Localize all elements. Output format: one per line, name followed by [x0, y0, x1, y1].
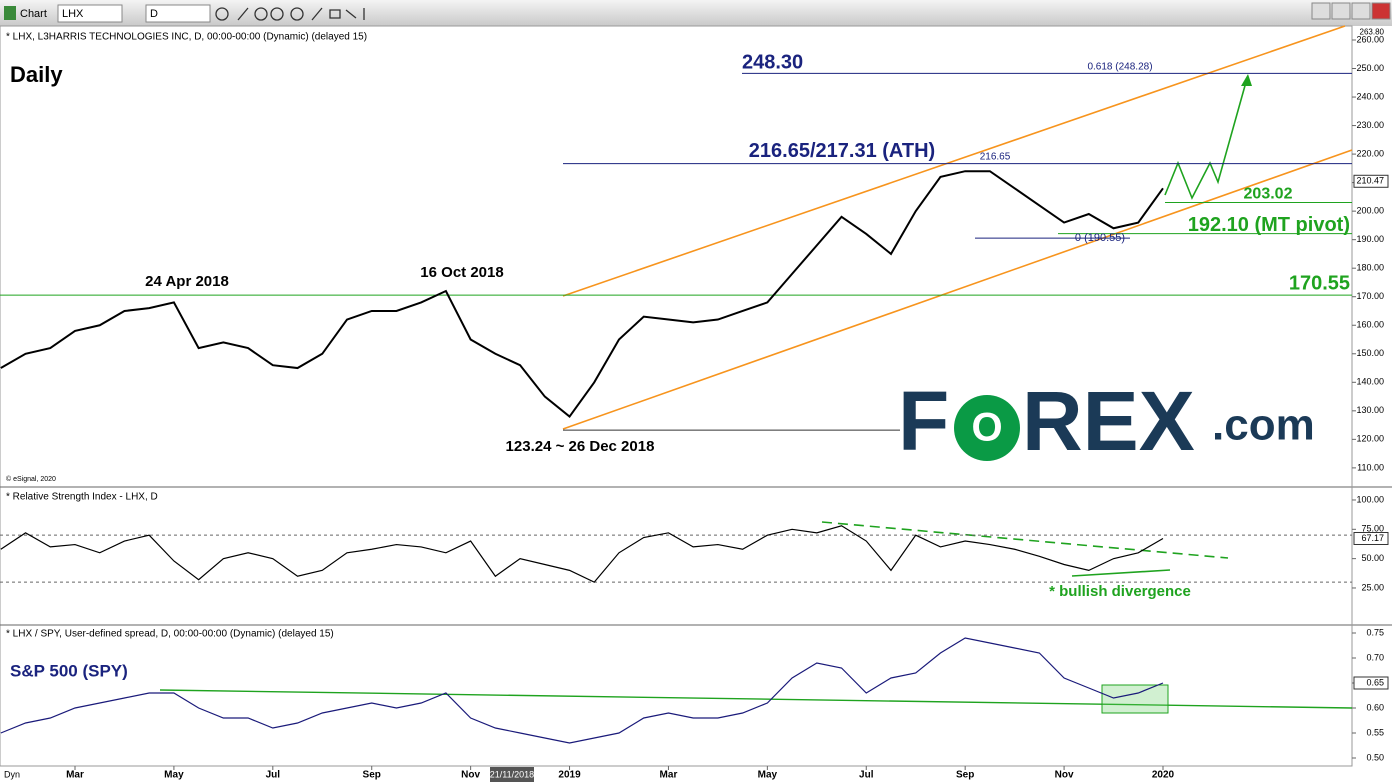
cursor-date-box [490, 767, 534, 782]
chart-icon [4, 6, 16, 20]
note: © eSignal, 2020 [6, 475, 56, 483]
plot-area [0, 25, 1353, 767]
corner-label: Dyn [4, 769, 20, 779]
panel-title: * LHX / SPY, User-defined spread, D, 00:… [6, 629, 334, 640]
y-tick-label: 130.00 [1356, 405, 1384, 415]
y-tick-label: 220.00 [1356, 148, 1384, 158]
x-tick-label: Nov [1055, 770, 1074, 781]
x-tick-label: Mar [66, 770, 84, 781]
current-value: 0.65 [1366, 677, 1384, 687]
level-label: 248.30 [742, 52, 803, 74]
level-label: 192.10 (MT pivot) [1188, 214, 1350, 236]
y-tick-label: 0.55 [1366, 727, 1384, 737]
y-tick-label: 180.00 [1356, 263, 1384, 273]
logo-text: O [971, 406, 1002, 450]
level-label: 216.65/217.31 (ATH) [749, 140, 935, 162]
y-tick-label: 75.00 [1361, 524, 1384, 534]
data-line [0, 170, 1164, 418]
x-tick-label: Jul [266, 770, 281, 781]
current-value-box [1353, 174, 1389, 188]
y-tick-label: 120.00 [1356, 434, 1384, 444]
projection-arrow [1164, 81, 1247, 200]
interval[interactable]: D [150, 8, 158, 20]
current-value: 67.17 [1361, 533, 1384, 543]
toolbar-icons[interactable] [215, 7, 365, 21]
x-tick-label: Jul [859, 770, 874, 781]
axis-top-label: 263.80 [1360, 27, 1385, 36]
x-tick-label: Sep [956, 770, 974, 781]
arrow-head [1241, 74, 1252, 86]
y-tick-label: 240.00 [1356, 91, 1384, 101]
annotation: 24 Apr 2018 [145, 273, 229, 290]
y-tick-label: 200.00 [1356, 206, 1384, 216]
y-tick-label: 0.50 [1366, 752, 1384, 762]
annotation: 216.65 [980, 152, 1011, 163]
data-line [0, 525, 1164, 583]
y-tick-label: 190.00 [1356, 234, 1384, 244]
panel-subtitle: S&P 500 (SPY) [10, 661, 128, 680]
y-tick-label: 0.60 [1366, 702, 1384, 712]
logo: F O REX .com [898, 374, 1315, 468]
annotation: 0.618 (248.28) [1087, 62, 1152, 73]
interval-box[interactable] [145, 4, 211, 23]
x-tick-label: May [164, 770, 184, 781]
logo-text: F [898, 374, 949, 468]
y-tick-label: 0.70 [1366, 652, 1384, 662]
y-tick-label: 260.00 [1356, 34, 1384, 44]
annotation: * bullish divergence [1049, 583, 1191, 600]
x-tick-label: 2019 [558, 770, 581, 781]
annotation: 16 Oct 2018 [420, 264, 503, 281]
panel-subtitle: Daily [10, 62, 63, 87]
y-tick-label: 150.00 [1356, 348, 1384, 358]
toolbar [0, 0, 1392, 26]
spread-box [1101, 684, 1169, 714]
cursor-date: 21/11/2018 [490, 769, 534, 779]
panel-title: * Relative Strength Index - LHX, D [6, 492, 158, 503]
y-tick-label: 140.00 [1356, 377, 1384, 387]
logo-text: .com [1212, 401, 1315, 450]
x-tick-label: Nov [461, 770, 480, 781]
y-tick-label: 100.00 [1356, 494, 1384, 504]
y-tick-label: 230.00 [1356, 120, 1384, 130]
toolbar-title: Chart [20, 8, 47, 20]
y-tick-label: 160.00 [1356, 320, 1384, 330]
level-label: 0 (190.55) [1075, 232, 1125, 244]
data-line [0, 637, 1164, 744]
current-value: 210.47 [1356, 176, 1384, 186]
y-tick-label: 0.75 [1366, 627, 1384, 637]
level-label: 170.55 [1289, 272, 1350, 294]
logo-circle [954, 395, 1020, 461]
symbol[interactable]: LHX [62, 8, 84, 20]
current-value-box [1353, 676, 1389, 690]
symbol-box[interactable] [57, 4, 123, 23]
rsi-divergence-line [1071, 569, 1171, 577]
logo-text: REX [1022, 374, 1195, 468]
level-label: 203.02 [1244, 186, 1293, 203]
x-tick-label: May [758, 770, 778, 781]
y-tick-label: 250.00 [1356, 63, 1384, 73]
x-tick-label: 2020 [1152, 770, 1175, 781]
rsi-trendline [821, 521, 1229, 559]
y-tick-label: 170.00 [1356, 291, 1384, 301]
x-tick-label: Mar [660, 770, 678, 781]
level-label: 123.24 ~ 26 Dec 2018 [506, 438, 655, 455]
x-tick-label: Sep [363, 770, 381, 781]
window-buttons[interactable] [1311, 2, 1391, 20]
spread-trendline [159, 689, 1353, 709]
panel-title: * LHX, L3HARRIS TECHNOLOGIES INC, D, 00:… [6, 32, 367, 43]
y-tick-label: 25.00 [1361, 582, 1384, 592]
y-tick-label: 110.00 [1357, 462, 1384, 472]
y-tick-label: 50.00 [1361, 553, 1384, 563]
trend-channel [562, 25, 1353, 430]
current-value-box [1353, 531, 1389, 545]
